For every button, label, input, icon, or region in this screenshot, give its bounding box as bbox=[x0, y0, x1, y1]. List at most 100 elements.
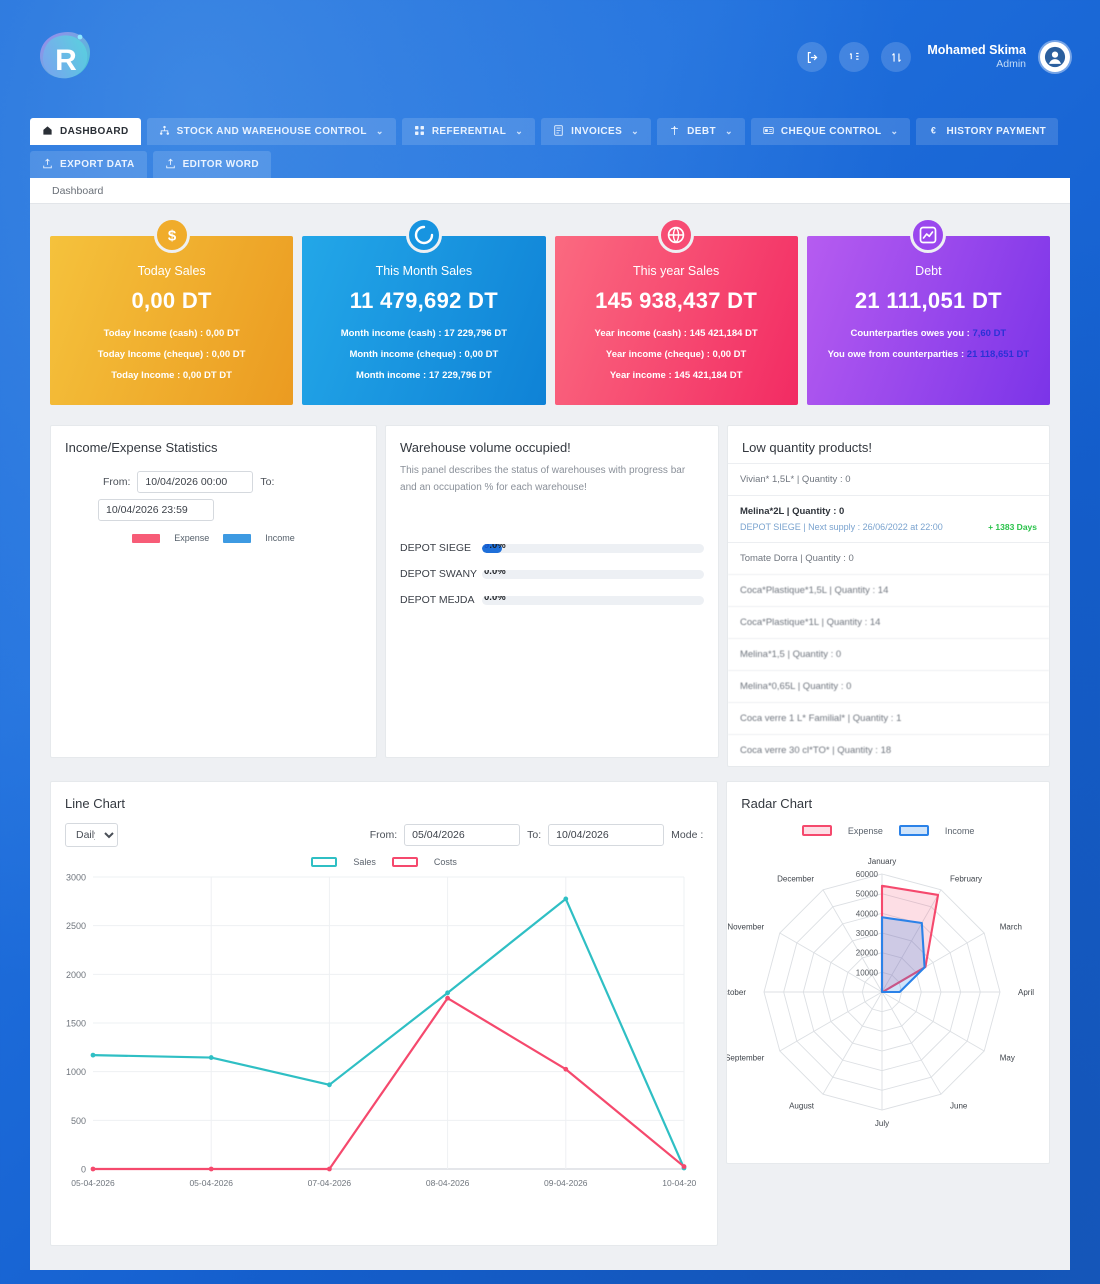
kpi-detail-line: Year income : 145 421,184 DT bbox=[609, 370, 743, 381]
next-supply-text: DEPOT SIEGE | Next supply : 26/06/2022 a… bbox=[739, 522, 943, 532]
user-info: Mohamed Skima Admin bbox=[927, 43, 1026, 72]
nav-tab-label: DASHBOARD bbox=[60, 126, 129, 137]
kpi-value: 145 938,437 DT bbox=[595, 288, 758, 313]
legend-label: Income bbox=[265, 533, 295, 543]
nav-tab-stock-and-warehouse-control[interactable]: STOCK AND WAREHOUSE CONTROL ⌄ bbox=[146, 118, 396, 145]
kpi-detail-line: Year income (cash) : 145 421,184 DT bbox=[594, 328, 758, 339]
kpi-detail-amount: 7,60 DT bbox=[972, 328, 1007, 339]
low-quantity-list: Vivian* 1,5L* | Quantity : 0 Melina*2L | … bbox=[727, 463, 1049, 766]
list-item[interactable]: Melina*1,5 | Quantity : 0 bbox=[727, 638, 1049, 670]
nav-tab-export-data[interactable]: EXPORT DATA bbox=[30, 151, 147, 178]
kpi-value: 21 111,051 DT bbox=[854, 288, 1002, 313]
list-item[interactable]: Melina*2L | Quantity : 0 DEPOT SIEGE | Ne… bbox=[727, 495, 1049, 542]
nav-tab-dashboard[interactable]: DASHBOARD bbox=[30, 118, 141, 145]
line-chart-controls: From: To: Mode : bbox=[370, 824, 704, 846]
chevron-down-icon: ⌄ bbox=[375, 126, 384, 136]
nav-tab-label: STOCK AND WAREHOUSE CONTROL bbox=[176, 126, 367, 137]
svg-text:2000: 2000 bbox=[66, 970, 86, 980]
sitemap-icon bbox=[159, 125, 170, 139]
mode-select[interactable]: DailyMonthlyYearly bbox=[65, 823, 118, 847]
sort-numeric-icon[interactable] bbox=[839, 42, 870, 72]
income-to-input[interactable] bbox=[98, 499, 214, 521]
from-label: From: bbox=[103, 476, 131, 488]
top-header: R Mohamed Skima Admin bbox=[0, 0, 1100, 118]
list-item[interactable]: Coca verre 1 L* Familial* | Quantity : 1 bbox=[727, 702, 1049, 734]
svg-text:December: December bbox=[777, 875, 814, 884]
svg-text:April: April bbox=[1018, 988, 1034, 997]
line-chart-canvas: 0 500 1000 1500 2000 2500 3000 05-04-2026 05-04-… bbox=[51, 867, 717, 1202]
list-item[interactable]: Coca verre 30 cl*TO* | Quantity : 18 bbox=[727, 734, 1049, 766]
nav-tab-debt[interactable]: DEBT ⌄ bbox=[657, 118, 745, 145]
breadcrumb: Dashboard bbox=[30, 178, 1070, 204]
product-label: Melina*2L | Quantity : 0 bbox=[739, 506, 845, 517]
low-quantity-panel: Low quantity products! Vivian* 1,5L* | Q… bbox=[726, 425, 1050, 767]
nav-tab-label: CHEQUE CONTROL bbox=[780, 126, 882, 137]
dollar-icon: $ bbox=[153, 217, 190, 253]
list-item[interactable]: Melina*0,65L | Quantity : 0 bbox=[727, 670, 1049, 702]
legend-label: Expense bbox=[847, 825, 883, 836]
nav-tab-referential[interactable]: REFERENTIAL ⌄ bbox=[401, 118, 536, 145]
kpi-card-today-sales: $ Today Sales 0,00 DT Today Income (cash) :… bbox=[50, 217, 294, 405]
svg-text:September: September bbox=[727, 1054, 765, 1063]
kpi-title: Today Sales bbox=[137, 264, 206, 278]
nav-tab-invoices[interactable]: INVOICES ⌄ bbox=[541, 118, 652, 145]
kpi-detail-line: Counterparties owes you : 7,60 DT bbox=[817, 328, 1040, 339]
kpi-detail-line: Month income : 17 229,796 DT bbox=[356, 370, 492, 381]
user-avatar-icon bbox=[1044, 46, 1066, 68]
nav-tab-label: DEBT bbox=[687, 126, 716, 137]
svg-text:March: March bbox=[1000, 923, 1022, 932]
chevron-down-icon: ⌄ bbox=[724, 126, 733, 136]
nav-tab-history-payment[interactable]: € HISTORY PAYMENT bbox=[916, 118, 1059, 145]
kpi-detail-line: Today Income (cheque) : 0,00 DT bbox=[97, 349, 246, 360]
svg-text:February: February bbox=[950, 875, 982, 884]
nav-tab-cheque-control[interactable]: CHEQUE CONTROL ⌄ bbox=[750, 118, 911, 145]
product-label: Coca*Plastique*1L | Quantity : 14 bbox=[739, 617, 881, 628]
legend-swatch bbox=[223, 533, 252, 543]
sort-updown-icon[interactable] bbox=[881, 42, 912, 72]
warehouse-name: DEPOT SIEGE bbox=[400, 542, 472, 554]
upload-icon bbox=[165, 158, 176, 172]
avatar[interactable] bbox=[1040, 42, 1070, 72]
warehouse-list: DEPOT SIEGE 9.0% DEPOT SWANY 0.0% DEPOT MEJD… bbox=[386, 496, 718, 606]
list-item[interactable]: Coca*Plastique*1,5L | Quantity : 14 bbox=[727, 574, 1049, 606]
chart-icon bbox=[910, 217, 947, 253]
line-from-input[interactable] bbox=[404, 824, 521, 846]
logo-mark: R bbox=[40, 32, 90, 79]
kpi-title: Debt bbox=[915, 264, 942, 278]
ranz-logo-icon[interactable]: R bbox=[34, 26, 98, 90]
legend-label: Income bbox=[944, 825, 975, 836]
svg-text:1500: 1500 bbox=[66, 1019, 86, 1029]
line-mode-label: Mode : bbox=[671, 829, 704, 841]
svg-text:50000: 50000 bbox=[856, 890, 879, 899]
legend-swatch bbox=[391, 857, 418, 867]
line-chart-legend: Sales Costs bbox=[51, 857, 717, 867]
kpi-card-row: $ Today Sales 0,00 DT Today Income (cash) :… bbox=[30, 204, 1070, 405]
kpi-card-debt: Debt 21 111,051 DT Counterparties owes you… bbox=[806, 217, 1050, 405]
line-chart-title: Line Chart bbox=[65, 796, 125, 811]
chevron-down-icon: ⌄ bbox=[631, 126, 640, 136]
user-area: Mohamed Skima Admin bbox=[797, 42, 1070, 72]
svg-text:1000: 1000 bbox=[66, 1067, 86, 1077]
list-item[interactable]: Vivian* 1,5L* | Quantity : 0 bbox=[727, 463, 1049, 495]
svg-text:January: January bbox=[868, 857, 896, 866]
warehouse-percent: 0.0% bbox=[484, 595, 506, 603]
list-item[interactable]: Coca*Plastique*1L | Quantity : 14 bbox=[727, 606, 1049, 638]
chevron-down-icon: ⌄ bbox=[515, 126, 524, 136]
to-label: To: bbox=[260, 476, 275, 488]
globe-icon bbox=[658, 217, 695, 253]
income-from-input[interactable] bbox=[137, 471, 254, 493]
user-name: Mohamed Skima bbox=[927, 42, 1026, 57]
svg-text:August: August bbox=[789, 1101, 815, 1110]
nav-tab-editor-word[interactable]: EDITOR WORD bbox=[152, 151, 272, 178]
export-icon bbox=[42, 158, 53, 172]
logout-icon[interactable] bbox=[797, 42, 828, 72]
line-to-input[interactable] bbox=[548, 824, 665, 846]
legend-swatch bbox=[132, 533, 161, 543]
kpi-detail-line: You owe from counterparties : 21 118,651… bbox=[817, 349, 1040, 360]
kpi-value: 11 479,692 DT bbox=[349, 288, 498, 313]
warehouse-panel: Warehouse volume occupied! This panel de… bbox=[385, 425, 719, 758]
svg-text:07-04-2026: 07-04-2026 bbox=[308, 1178, 352, 1188]
list-item[interactable]: Tomate Dorra | Quantity : 0 bbox=[727, 542, 1049, 574]
svg-text:08-04-2026: 08-04-2026 bbox=[426, 1178, 470, 1188]
warehouse-progress-bar: 0.0% bbox=[482, 595, 704, 605]
